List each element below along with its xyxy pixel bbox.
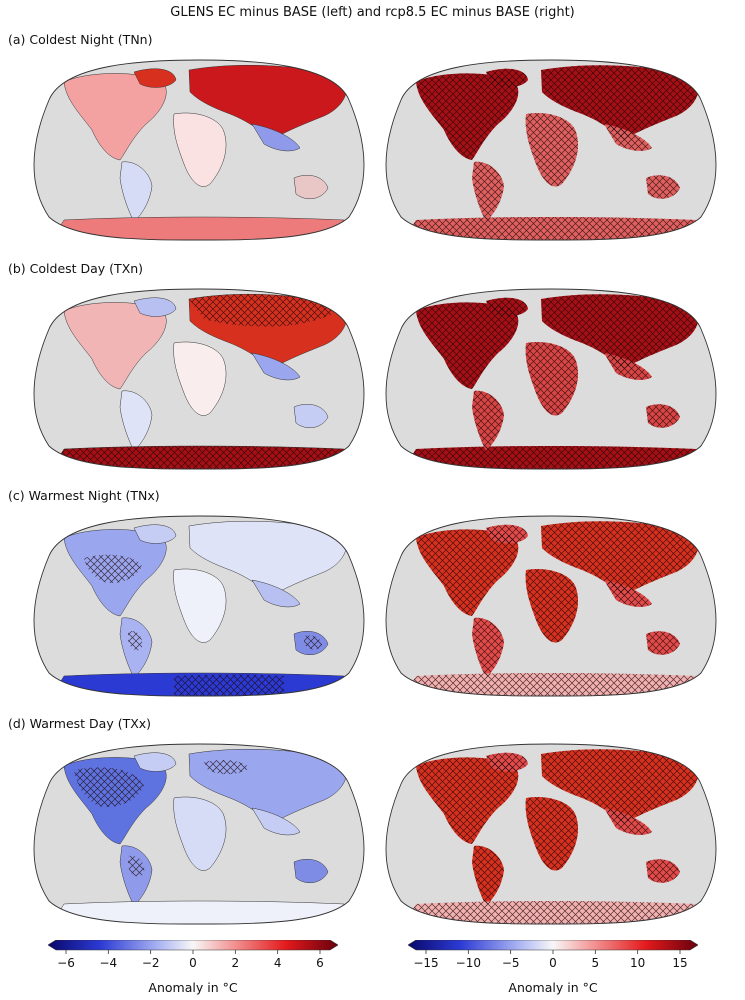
colorbar-tick-label: −10 [456,956,481,970]
colorbar-right-label: Anomaly in °C [508,980,598,995]
colorbar-tick-label: −15 [413,956,438,970]
colorbar-left-ticks: −6 −4 −2 0 2 4 6 [57,950,324,970]
map-a-left [24,52,374,242]
colorbar-tick-label: 5 [592,956,600,970]
map-b-left [24,281,374,471]
panel-label-d: (d) Warmest Day (TXx) [8,716,152,731]
colorbar-tick-label: −4 [99,956,117,970]
colorbar-tick-label: −2 [142,956,160,970]
colorbar-tick-label: 15 [672,956,687,970]
figure-title: GLENS EC minus BASE (left) and rcp8.5 EC… [170,5,575,20]
colorbar-tick-label: 10 [630,956,645,970]
map-a-right [376,52,726,242]
map-b-right [376,281,726,471]
colorbar-tick-label: −5 [502,956,520,970]
colorbar-tick-label: −6 [57,956,75,970]
colorbar-tick-label: 6 [316,956,324,970]
map-c-right [376,508,726,698]
colorbar-right-ticks: −15 −10 −5 0 5 10 15 [413,950,688,970]
colorbar-tick-label: 4 [274,956,282,970]
colorbar-tick-label: 0 [549,956,557,970]
colorbar-right: −15 −10 −5 0 5 10 15 Anomaly in °C [408,940,698,1000]
colorbar-tick-label: 2 [232,956,240,970]
colorbar-tick-label: 0 [189,956,197,970]
colorbar-left: −6 −4 −2 0 2 4 6 Anomaly in °C [48,940,338,1000]
panel-label-b: (b) Coldest Day (TXn) [8,261,144,276]
panel-label-a: (a) Coldest Night (TNn) [8,32,153,47]
map-d-right [376,736,726,926]
colorbar-left-label: Anomaly in °C [148,980,238,995]
map-c-left [24,508,374,698]
panel-label-c: (c) Warmest Night (TNx) [8,488,160,503]
map-d-left [24,736,374,926]
